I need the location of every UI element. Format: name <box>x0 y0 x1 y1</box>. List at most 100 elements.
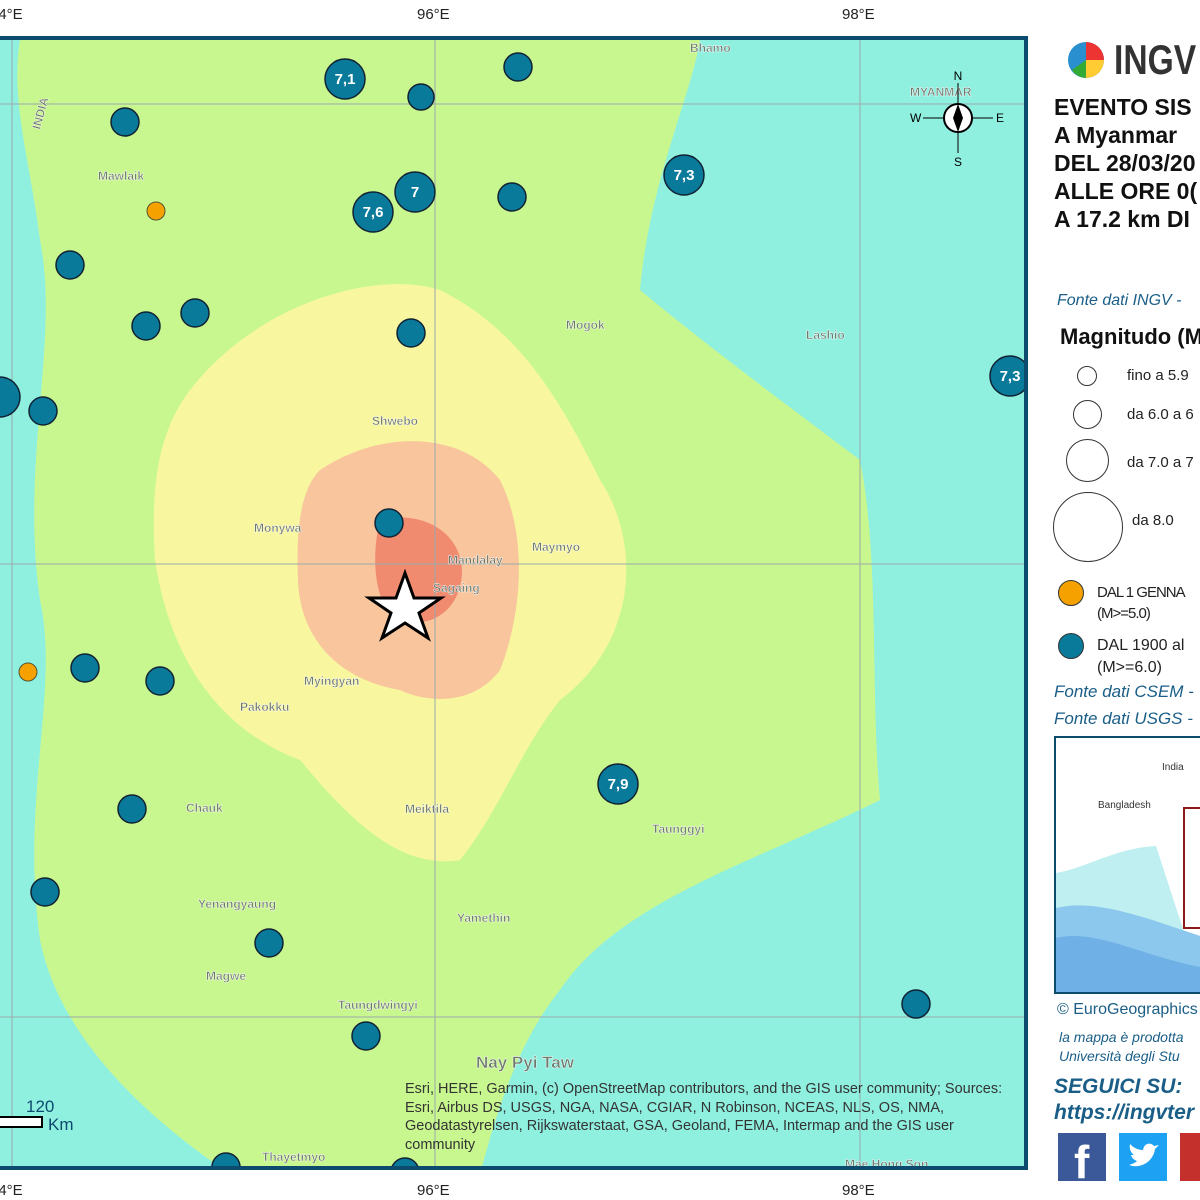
historic-quake-marker[interactable] <box>117 794 147 824</box>
recent-quake-marker[interactable] <box>18 662 38 682</box>
place-label: Taungdwingyi <box>338 998 418 1012</box>
seismic-map[interactable]: Bhamo Mawlaik Mogok Lashio Shwebo Monywa Manda… <box>0 36 1028 1170</box>
historic-quake-marker[interactable] <box>663 154 705 196</box>
follow-url[interactable]: https://ingvter <box>1054 1101 1194 1124</box>
place-labels: Bhamo Mawlaik Mogok Lashio Shwebo Monywa Manda… <box>29 41 972 1170</box>
historic-quake-marker[interactable] <box>394 171 436 213</box>
place-label: MYANMAR <box>910 85 972 99</box>
historic-quake-marker[interactable] <box>351 1021 381 1051</box>
compass-n: N <box>954 69 963 83</box>
globe-icon <box>1068 42 1104 78</box>
recent-quake-legend-icon <box>1058 580 1084 606</box>
quake-magnitude-label: 7,1 <box>335 71 356 88</box>
mag-circle-xlarge <box>1053 492 1123 562</box>
quake-magnitude-label: 7,9 <box>608 776 629 793</box>
place-label: Myingyan <box>304 674 359 688</box>
recent-label: DAL 1 GENNA <box>1097 584 1186 601</box>
lon-tick-top: 96°E <box>417 6 450 23</box>
twitter-icon[interactable] <box>1119 1133 1167 1181</box>
historic-quake-marker[interactable] <box>503 52 533 82</box>
historic-quake-marker[interactable] <box>407 83 435 111</box>
place-label: Mogok <box>566 318 605 332</box>
title-line: A Myanmar <box>1054 122 1178 148</box>
mag-circle-small <box>1077 366 1097 386</box>
compass-e: E <box>996 111 1004 125</box>
historic-quake-marker[interactable] <box>396 318 426 348</box>
inset-label-bangladesh: Bangladesh <box>1098 800 1151 811</box>
recent-label-mag: (M>=5.0) <box>1097 605 1151 622</box>
place-label: Mandalay <box>448 553 503 567</box>
source-usgs: Fonte dati USGS - <box>1054 709 1193 728</box>
epicenter-star-icon[interactable] <box>364 568 446 642</box>
historic-quake-marker[interactable] <box>989 355 1028 397</box>
place-label: Shwebo <box>372 414 418 428</box>
quake-magnitude-label: 7,6 <box>363 204 384 221</box>
mag-circle-large <box>1066 439 1109 482</box>
lon-tick-top: 94°E <box>0 6 23 23</box>
place-label: Bhamo <box>690 41 731 55</box>
historic-quake-marker[interactable] <box>254 928 284 958</box>
historic-quake-marker[interactable] <box>30 877 60 907</box>
historic-quake-marker[interactable] <box>597 763 639 805</box>
title-line: DEL 28/03/20 <box>1054 150 1196 176</box>
graticule <box>0 40 1024 1166</box>
historic-legend: DAL 1900 al (M>=6.0) <box>1097 635 1184 679</box>
historic-quake-marker[interactable] <box>131 311 161 341</box>
compass-rose-icon: N S E W <box>910 69 1004 169</box>
historic-quake-marker[interactable] <box>391 1157 419 1170</box>
historic-quake-marker[interactable] <box>55 250 85 280</box>
place-label: Meiktila <box>405 802 449 816</box>
credits: la mappa è prodotta Università degli Stu <box>1059 1028 1200 1066</box>
ingv-logo[interactable]: INGV <box>1054 38 1200 84</box>
title-line: EVENTO SIS <box>1054 94 1192 120</box>
place-label: Mawlaik <box>98 169 144 183</box>
place-label: Yamethin <box>457 911 510 925</box>
compass-w: W <box>910 111 922 125</box>
copyright: © EuroGeographics <box>1057 1001 1198 1018</box>
historic-quake-marker[interactable] <box>497 182 527 212</box>
scale-unit: Km <box>48 1115 74 1134</box>
place-label: Thayetmyo <box>262 1150 325 1164</box>
historic-quake-marker[interactable] <box>145 666 175 696</box>
historic-quake-marker[interactable] <box>28 396 58 426</box>
historic-label-mag: (M>=6.0) <box>1097 659 1162 676</box>
historic-quake-marker[interactable] <box>0 376 21 418</box>
historic-quake-marker[interactable] <box>211 1152 241 1170</box>
facebook-icon[interactable]: f <box>1058 1133 1106 1188</box>
historic-quake-marker[interactable] <box>70 653 100 683</box>
place-label: Yenangyaung <box>198 897 276 911</box>
recent-quake-marker[interactable] <box>146 201 166 221</box>
place-label: Chauk <box>186 801 223 815</box>
source-ingv: Fonte dati INGV - <box>1057 292 1182 309</box>
historic-quake-marker[interactable] <box>110 107 140 137</box>
lon-tick-bottom: 94°E <box>0 1182 23 1199</box>
youtube-icon[interactable] <box>1180 1133 1200 1181</box>
quake-magnitude-label: 7,3 <box>1000 368 1021 385</box>
inset-map: India Bangladesh <box>1054 736 1200 994</box>
historic-label: DAL 1900 al <box>1097 637 1185 654</box>
mag-class: da 7.0 a 7 <box>1127 454 1194 471</box>
inset-label-india: India <box>1162 762 1184 773</box>
source-csem: Fonte dati CSEM - <box>1054 682 1194 701</box>
historic-quake-marker[interactable] <box>324 58 366 100</box>
place-label: Pakokku <box>240 700 289 714</box>
title-line: ALLE ORE 0( <box>1054 178 1198 204</box>
historic-quake-marker[interactable] <box>180 298 210 328</box>
scale-value: 120 <box>26 1097 54 1116</box>
title-line: A 17.2 km DI <box>1054 206 1190 232</box>
lon-tick-bottom: 96°E <box>417 1182 450 1199</box>
place-label: Monywa <box>254 521 302 535</box>
place-label: Nay Pyi Taw <box>476 1053 575 1072</box>
map-attribution: Esri, HERE, Garmin, (c) OpenStreetMap co… <box>405 1081 1003 1153</box>
place-label: Taunggyi <box>652 822 704 836</box>
historic-quake-legend-icon <box>1058 633 1084 659</box>
historic-quake-marker[interactable] <box>374 508 404 538</box>
quake-magnitude-label: 7 <box>411 184 419 201</box>
historic-quake-marker[interactable] <box>352 191 394 233</box>
earthquake-markers: 7,1 7 7,6 7,3 7,3 7,9 <box>0 52 1028 1170</box>
historic-quake-marker[interactable] <box>901 989 931 1019</box>
mag-class: da 8.0 <box>1132 512 1174 529</box>
event-title: EVENTO SIS A Myanmar DEL 28/03/20 ALLE O… <box>1054 93 1200 233</box>
mag-class: fino a 5.9 <box>1127 367 1189 384</box>
place-label: Mae Hong Son <box>845 1157 928 1170</box>
